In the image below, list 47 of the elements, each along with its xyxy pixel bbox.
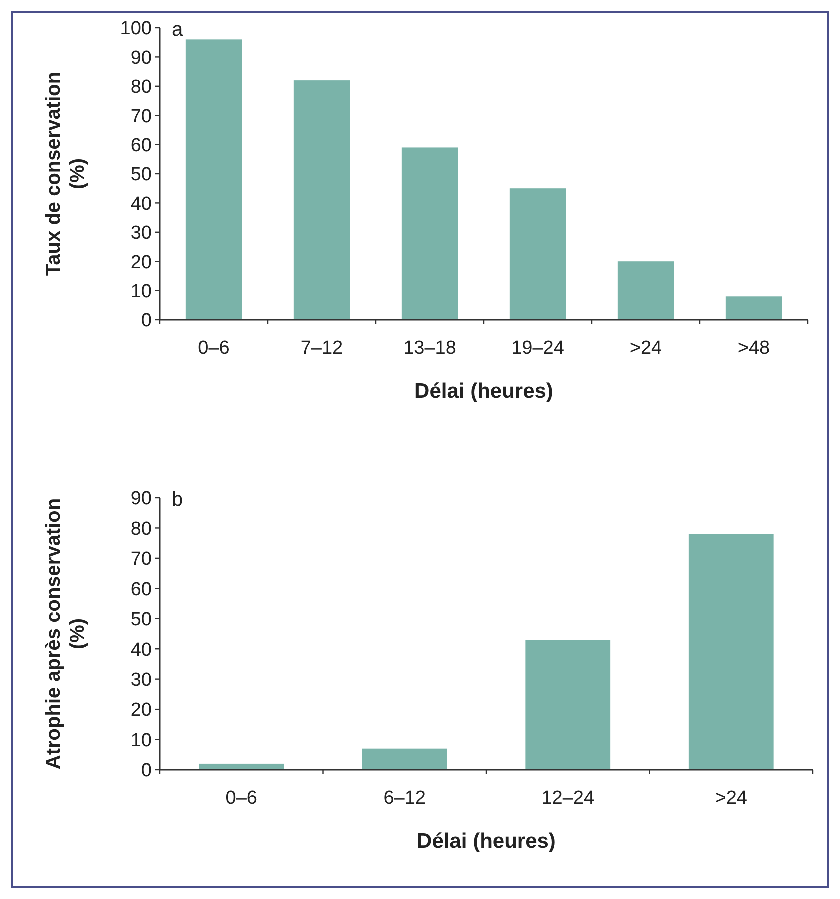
x-tick-label: 13–18 (404, 338, 456, 359)
x-tick-label: >48 (738, 338, 770, 359)
x-axis-title: Délai (heures) (417, 830, 556, 853)
bar (618, 262, 674, 320)
y-tick-label: 0 (141, 310, 152, 332)
bar (199, 764, 284, 770)
y-tick-label: 40 (130, 194, 152, 215)
y-tick-label: 10 (130, 281, 152, 302)
y-tick-label: 90 (130, 488, 152, 510)
x-tick-label: 19–24 (512, 338, 565, 359)
y-tick-label: 60 (130, 579, 152, 600)
y-tick-label: 60 (130, 135, 152, 156)
y-tick-label: 10 (130, 730, 152, 752)
x-tick-label: >24 (630, 338, 663, 359)
y-axis-title: Atrophie après conservation (%) (43, 498, 89, 770)
y-tick-label: 20 (130, 700, 152, 722)
y-axis-title: Taux de conservation (%) (43, 72, 89, 276)
bar (362, 748, 448, 770)
y-tick-label: 30 (130, 223, 152, 244)
chart-title: a (172, 19, 184, 41)
x-tick-label: 6–12 (384, 788, 426, 809)
y-tick-label: 70 (130, 106, 152, 128)
y-tick-label: 90 (130, 48, 152, 69)
x-tick-label: 12–24 (542, 788, 595, 809)
y-tick-label: 0 (141, 760, 152, 782)
bar (402, 148, 458, 320)
y-tick-label: 80 (130, 77, 152, 98)
bar (688, 534, 774, 770)
y-tick-label: 80 (130, 518, 152, 540)
x-tick-label: >24 (715, 788, 748, 809)
y-tick-label: 50 (130, 610, 152, 631)
y-tick-label: 30 (130, 670, 152, 691)
x-tick-label: 0–6 (198, 338, 230, 359)
y-tick-label: 70 (130, 549, 152, 570)
chart-title: b (172, 489, 184, 511)
x-tick-label: 0–6 (226, 788, 258, 809)
y-tick-label: 50 (130, 164, 152, 186)
bar (726, 296, 782, 320)
y-tick-label: 20 (130, 252, 152, 274)
x-axis-title: Délai (heures) (414, 380, 554, 403)
x-tick-label: 7–12 (300, 338, 344, 359)
bar (294, 80, 350, 320)
bar (510, 188, 566, 320)
y-tick-label: 100 (120, 18, 152, 40)
bar (526, 640, 611, 770)
bar (186, 40, 242, 320)
y-tick-label: 40 (130, 640, 152, 661)
